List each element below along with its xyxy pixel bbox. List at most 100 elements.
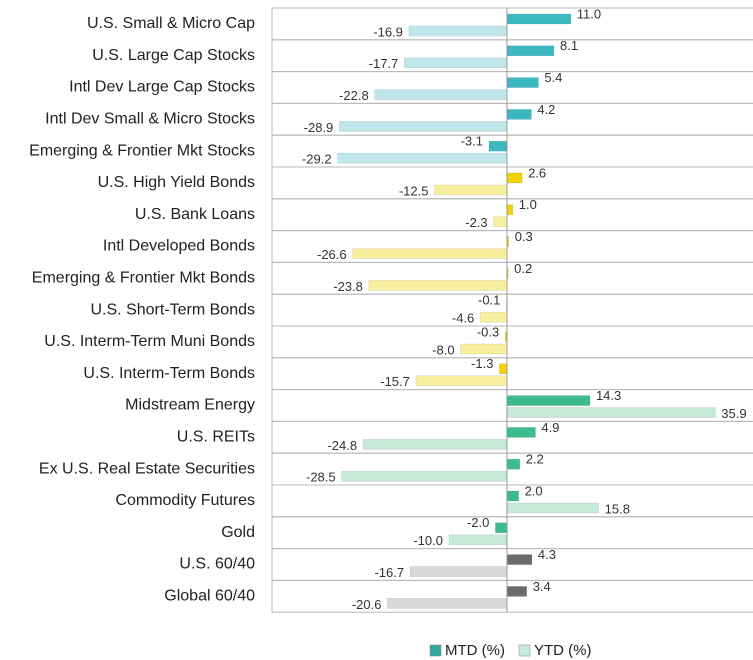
- value-label: -12.5: [399, 183, 429, 198]
- value-label: -24.8: [327, 438, 357, 453]
- bar: [404, 57, 508, 69]
- bar: [448, 534, 508, 546]
- bar: [460, 343, 508, 355]
- value-label: -3.1: [461, 134, 483, 149]
- value-label: 2.6: [528, 165, 546, 180]
- value-label: -29.2: [302, 152, 332, 167]
- value-label: -2.3: [465, 215, 487, 230]
- value-label: 2.2: [526, 452, 544, 467]
- category-label: Emerging & Frontier Mkt Stocks: [29, 142, 255, 159]
- value-label: -2.0: [467, 515, 489, 530]
- category-label: U.S. Interm-Term Muni Bonds: [44, 333, 255, 350]
- value-label: -22.8: [339, 88, 369, 103]
- value-label: -26.6: [317, 247, 347, 262]
- legend-swatch: [518, 644, 531, 657]
- bar: [506, 204, 514, 216]
- bar: [408, 25, 508, 37]
- bar: [499, 363, 508, 375]
- bar: [387, 598, 508, 609]
- bar: [488, 140, 508, 152]
- category-label: U.S. REITs: [177, 429, 255, 446]
- value-label: 0.2: [514, 261, 532, 276]
- category-label: Midstream Energy: [125, 397, 255, 414]
- legend-label: YTD (%): [534, 642, 592, 659]
- legend-label: MTD (%): [445, 642, 505, 659]
- value-label: 35.9: [721, 406, 746, 421]
- bar: [506, 502, 599, 514]
- bar: [374, 89, 508, 100]
- value-label: -4.6: [452, 311, 474, 326]
- bar: [339, 121, 508, 132]
- value-label: 15.8: [605, 501, 630, 516]
- category-label: Intl Dev Small & Micro Stocks: [45, 111, 255, 128]
- category-label: U.S. High Yield Bonds: [98, 174, 255, 191]
- bar: [506, 172, 523, 184]
- bar: [352, 248, 508, 259]
- value-label: -28.5: [306, 470, 336, 485]
- value-label: -8.0: [432, 342, 454, 357]
- bar: [506, 490, 519, 502]
- category-label: Gold: [221, 524, 255, 541]
- bar: [506, 395, 591, 406]
- row-box: [271, 325, 753, 359]
- value-label: -16.7: [374, 565, 404, 580]
- category-label: U.S. 60/40: [179, 556, 255, 573]
- bar: [506, 554, 533, 565]
- value-label: -17.7: [369, 56, 399, 71]
- value-label: -1.3: [471, 356, 493, 371]
- bar: [409, 566, 508, 577]
- bar: [506, 45, 555, 57]
- value-label: 5.4: [544, 70, 562, 85]
- bar: [415, 375, 508, 387]
- bar: [506, 77, 539, 88]
- value-label: -16.9: [373, 24, 403, 39]
- value-label: 1.0: [519, 197, 537, 212]
- bar: [506, 13, 572, 25]
- value-label: 4.9: [541, 420, 559, 435]
- bar: [368, 280, 508, 291]
- value-label: -23.8: [333, 279, 363, 294]
- bar: [506, 427, 536, 438]
- value-label: 0.3: [515, 229, 533, 244]
- value-label: -10.0: [413, 533, 443, 548]
- value-label: -0.3: [477, 324, 499, 339]
- category-label: Intl Dev Large Cap Stocks: [69, 79, 255, 96]
- bar: [337, 152, 508, 164]
- category-label: U.S. Small & Micro Cap: [87, 15, 255, 32]
- category-label: Emerging & Frontier Mkt Bonds: [32, 270, 255, 287]
- bar: [506, 458, 521, 470]
- category-label: U.S. Bank Loans: [135, 206, 255, 223]
- category-label: U.S. Short-Term Bonds: [91, 301, 256, 318]
- value-label: 11.0: [577, 6, 601, 21]
- bar: [341, 470, 508, 482]
- value-label: 4.2: [537, 102, 555, 117]
- bar: [506, 586, 527, 597]
- bar: [495, 522, 508, 534]
- value-label: 14.3: [596, 388, 621, 403]
- category-label: Intl Developed Bonds: [103, 238, 255, 255]
- value-label: 4.3: [538, 547, 556, 562]
- bar: [506, 407, 716, 418]
- value-label: -15.7: [380, 374, 410, 389]
- value-label: -28.9: [304, 120, 334, 135]
- bar: [434, 184, 508, 196]
- bar: [506, 109, 532, 120]
- category-label: U.S. Large Cap Stocks: [92, 47, 255, 64]
- category-label: Commodity Futures: [115, 492, 255, 509]
- category-label: U.S. Interm-Term Bonds: [83, 365, 255, 382]
- category-label: Global 60/40: [164, 588, 255, 605]
- legend-swatch: [429, 644, 442, 657]
- value-label: -20.6: [352, 597, 382, 612]
- row-box: [271, 357, 753, 391]
- row-box: [271, 516, 753, 550]
- row-box: [271, 579, 753, 613]
- value-label: 3.4: [533, 579, 551, 594]
- bar: [480, 311, 508, 323]
- value-label: -0.1: [478, 293, 500, 308]
- bar: [362, 439, 508, 450]
- value-label: 2.0: [525, 483, 543, 498]
- category-label: Ex U.S. Real Estate Securities: [39, 460, 255, 477]
- bar: [493, 216, 508, 228]
- row-box: [271, 293, 753, 327]
